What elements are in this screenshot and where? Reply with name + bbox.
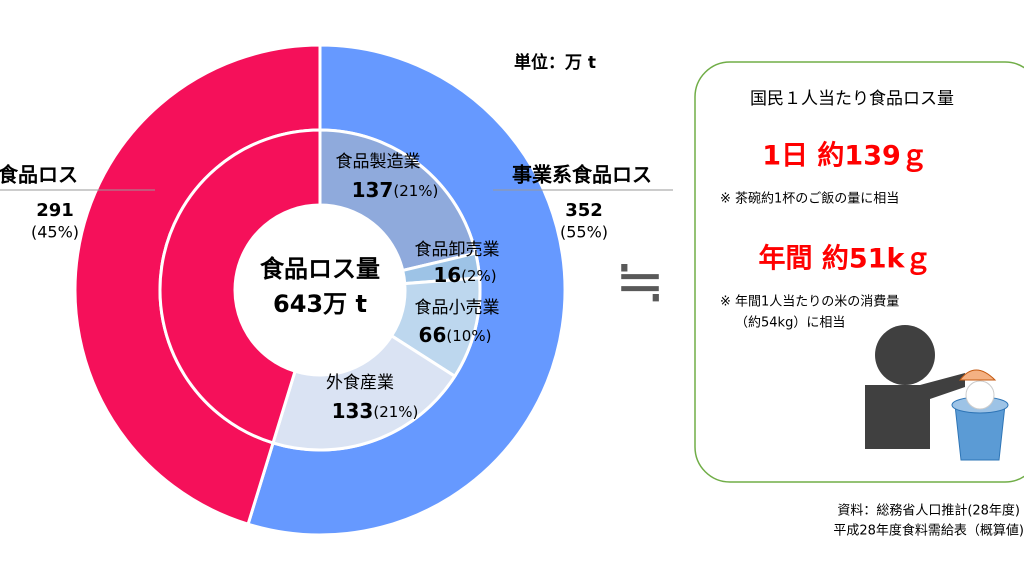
approx-symbol: ≒ (615, 247, 665, 317)
center-label: 643万 t (273, 290, 367, 318)
value-label: 352 (565, 200, 603, 221)
unit-label: 単位：万 t (514, 52, 596, 73)
yearly-note: （約54kg）に相当 (735, 316, 845, 331)
value-label: 133(21%) (332, 399, 419, 423)
percent-label: (45%) (31, 223, 79, 242)
panel-title: 国民１人当たり食品ロス量 (750, 89, 954, 109)
value-label: 133 (332, 399, 374, 423)
value-label: 16 (433, 263, 461, 287)
yearly-note: ※ 年間1人当たりの米の消費量 (720, 295, 899, 310)
category-label: 食品小売業 (415, 298, 500, 318)
center-label: 食品ロス量 (260, 255, 380, 283)
percent-label: (21%) (373, 403, 418, 421)
yearly-amount: 年間 約51kｇ (759, 243, 932, 275)
value-label: 66(10%) (419, 323, 492, 347)
category-label: 事業系食品ロス (512, 163, 652, 187)
category-label: 食品卸売業 (415, 240, 500, 260)
percent-label: (10%) (446, 327, 491, 345)
percent-label: (55%) (560, 223, 608, 242)
value-label: 16(2%) (433, 263, 496, 287)
value-label: 66 (419, 323, 447, 347)
category-label: 食品製造業 (336, 152, 421, 172)
side-panel (694, 61, 1024, 483)
value-label: 137 (352, 178, 394, 202)
category-label: 家庭系食品ロス (0, 163, 78, 187)
inner-slice (158, 128, 322, 445)
value-label: 137(21%) (352, 178, 439, 202)
category-label: 外食産業 (326, 373, 394, 393)
daily-amount: 1日 約139ｇ (762, 140, 928, 172)
inner-slice (318, 128, 478, 273)
inner-slice (271, 333, 457, 452)
illustration (865, 325, 1009, 461)
percent-label: (2%) (461, 267, 497, 285)
source: 資料：総務省人口推計(28年度) (837, 503, 1020, 519)
source: 平成28年度食料需給表（概算値) (833, 523, 1024, 539)
daily-note: ※ 茶碗約1杯のご飯の量に相当 (720, 191, 899, 207)
percent-label: (21%) (393, 182, 438, 200)
value-label: 291 (36, 200, 74, 221)
